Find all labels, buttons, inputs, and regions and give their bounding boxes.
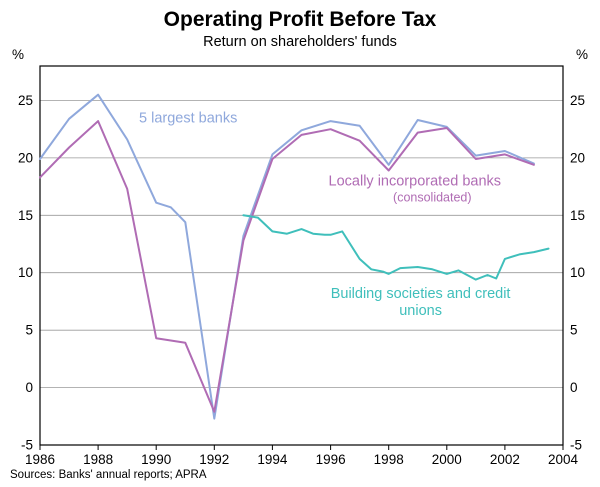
- x-tick-label: 2004: [548, 452, 579, 467]
- series-label-annotation: 5 largest banks: [139, 110, 237, 126]
- x-tick-label: 1998: [374, 452, 404, 467]
- y-tick-label-right: 10: [570, 265, 585, 280]
- y-tick-label-right: 15: [570, 208, 585, 223]
- series-label-annotation: Building societies and credit: [331, 286, 511, 302]
- x-tick-label: 2000: [432, 452, 462, 467]
- y-tick-label-left: -5: [21, 438, 33, 453]
- y-tick-label-left: 20: [18, 150, 33, 165]
- y-tick-label-right: 5: [570, 323, 578, 338]
- series-label-annotation: Locally incorporated banks: [329, 173, 502, 189]
- x-tick-label: 1996: [316, 452, 346, 467]
- x-tick-label: 1992: [199, 452, 229, 467]
- chart-title: Operating Profit Before Tax: [164, 8, 437, 31]
- y-tick-label-left: 10: [18, 265, 33, 280]
- x-tick-label: 2002: [490, 452, 520, 467]
- y-tick-label-right: 0: [570, 380, 578, 395]
- plot-area: 1986 1988 1990 1992 1994 1996 1998 2000 2002 2004…: [18, 65, 585, 467]
- x-tick-label: 1990: [141, 452, 171, 467]
- series-locally-incorporated-banks-consolidated-: [39, 120, 535, 413]
- y-tick-label-left: 15: [18, 208, 33, 223]
- y-tick-label-left: 25: [18, 93, 33, 108]
- y-tick-label-right: 25: [570, 93, 585, 108]
- y-tick-label-left: 5: [25, 323, 33, 338]
- series-label-annotation: (consolidated): [393, 191, 472, 205]
- y-tick-label-right: -5: [570, 438, 582, 453]
- plot-frame: [39, 65, 564, 446]
- x-tick-label: 1988: [83, 452, 113, 467]
- chart-subtitle: Return on shareholders' funds: [203, 34, 397, 50]
- series-5-largest-banks: [39, 93, 535, 420]
- y-tick-label-right: 20: [570, 150, 585, 165]
- series-label-annotation: unions: [399, 303, 442, 319]
- series-building-societies-and-credit-unions: [242, 214, 550, 281]
- x-tick-label: 1986: [25, 452, 55, 467]
- y-axis-unit-right: %: [576, 47, 588, 62]
- x-tick-label: 1994: [257, 452, 288, 467]
- y-tick-label-left: 0: [25, 380, 33, 395]
- y-axis-unit-left: %: [12, 47, 24, 62]
- source-note: Sources: Banks' annual reports; APRA: [10, 469, 207, 481]
